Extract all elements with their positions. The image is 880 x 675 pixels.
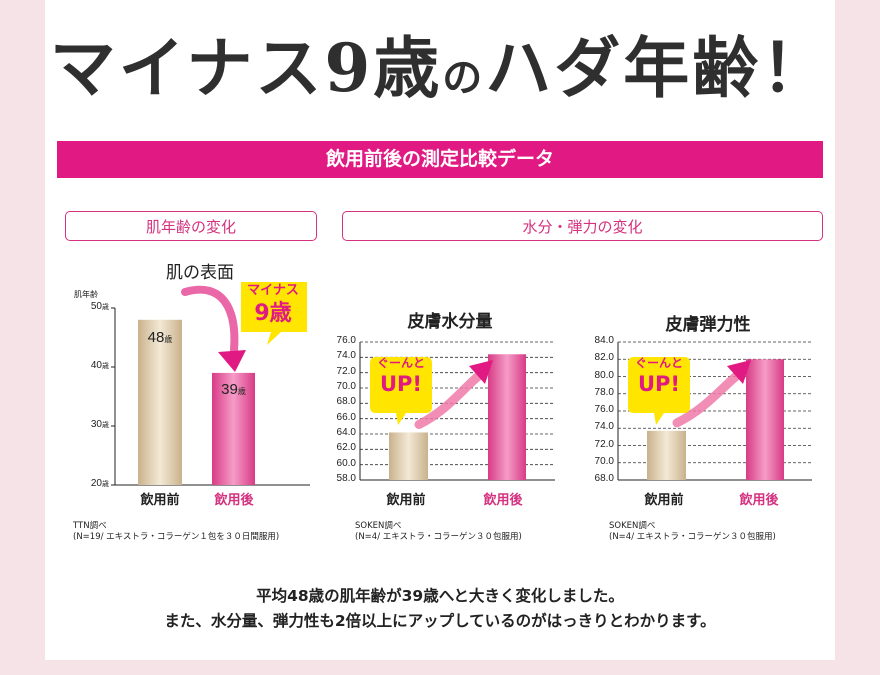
section-moisture-elasticity: 水分・弾力の変化 [342, 211, 823, 241]
moisture-y-tick-label: 68.0 [336, 396, 356, 408]
skin-age-callout-line2: 9歳 [254, 301, 292, 326]
moisture-y-tick-label: 72.0 [336, 365, 356, 377]
elasticity-y-tick-label: 68.0 [594, 473, 614, 484]
elasticity-y-tick-label: 76.0 [594, 404, 614, 415]
elasticity-y-tick-label: 72.0 [594, 438, 614, 450]
skin-age-category-before: 飲用前 [140, 493, 180, 508]
elasticity-callout-bubble [628, 357, 690, 425]
skin-age-y-label: 肌年齢 [74, 290, 98, 299]
moisture-callout-line2: UP! [379, 372, 423, 396]
moisture-callout-line1: ぐーんと [376, 356, 425, 370]
skin-age-conditions: (N=19/ エキストラ・コラーゲン１包を３０日間服用) [73, 532, 280, 542]
elasticity-bar-before [647, 430, 686, 480]
moisture-y-tick-label: 60.0 [336, 457, 356, 469]
skin-age-bar-value-label: 48歳 [148, 329, 173, 346]
moisture-chart [359, 341, 555, 481]
section-skin-age: 肌年齢の変化 [65, 211, 317, 241]
headline-particle: の [442, 54, 486, 101]
elasticity-category-before: 飲用前 [644, 493, 684, 508]
elasticity-chart-title: 皮膚弾力性 [665, 315, 751, 335]
moisture-y-tick-label: 74.0 [336, 350, 356, 362]
moisture-chart-title: 皮膚水分量 [407, 312, 493, 332]
moisture-y-tick-label: 76.0 [336, 335, 356, 346]
skin-age-chart-title: 肌の表面 [166, 263, 234, 283]
elasticity-callout-line1: ぐーんと [634, 356, 683, 370]
elasticity-y-tick-label: 80.0 [594, 369, 614, 381]
elasticity-conditions: (N=4/ エキストラ・コラーゲン３０包服用) [609, 532, 776, 542]
moisture-y-tick-label: 64.0 [336, 427, 356, 438]
moisture-source: SOKEN調べ [355, 521, 402, 531]
moisture-y-tick-label: 58.0 [336, 473, 356, 484]
moisture-category-after: 飲用後 [483, 493, 523, 508]
elasticity-category-after: 飲用後 [739, 493, 779, 508]
elasticity-y-tick-label: 84.0 [594, 335, 614, 346]
summary-line-2: また、水分量、弾力性も2倍以上にアップしているのがはっきりとわかります。 [164, 612, 716, 630]
content-panel: マイナス9歳のハダ年齢！ 飲用前後の測定比較データ 肌年齢の変化 水分・弾力の変… [45, 0, 835, 660]
headline: マイナス9歳のハダ年齢！ [45, 18, 835, 128]
elasticity-up-arrow [672, 369, 744, 428]
elasticity-callout-line2: UP! [637, 372, 681, 396]
skin-age-callout-line1: マイナス [247, 283, 299, 298]
moisture-category-before: 飲用前 [386, 493, 426, 508]
comparison-banner: 飲用前後の測定比較データ [57, 141, 823, 178]
elasticity-y-tick-label: 74.0 [594, 421, 614, 433]
skin-age-category-after: 飲用後 [214, 493, 254, 508]
elasticity-source: SOKEN調べ [609, 521, 656, 531]
moisture-conditions: (N=4/ エキストラ・コラーゲン３０包服用) [355, 532, 522, 542]
elasticity-y-tick-label: 82.0 [594, 352, 614, 364]
skin-age-y-tick-label: 40歳 [90, 360, 109, 371]
moisture-arrow-head [469, 360, 493, 384]
headline-main: マイナス9歳 [49, 29, 443, 107]
moisture-callout-bubble [370, 357, 432, 425]
skin-age-arrow-head [218, 350, 246, 372]
skin-age-y-tick-label: 30歳 [90, 419, 109, 430]
skin-age-y-tick-label: 50歳 [90, 301, 109, 312]
skin-age-bar-after [212, 372, 255, 485]
moisture-y-tick-label: 62.0 [336, 442, 356, 454]
skin-age-y-tick-label: 20歳 [90, 478, 109, 489]
skin-age-bar-value-label: 39歳 [221, 381, 246, 398]
skin-age-chart: 48歳 39歳 [111, 282, 310, 486]
summary-line-1: 平均48歳の肌年齢が39歳へと大きく変化しました。 [256, 587, 624, 605]
elasticity-bar-after [746, 359, 784, 480]
elasticity-chart [617, 341, 812, 481]
headline-mark: ！ [761, 29, 831, 107]
headline-tail: ハダ年齢 [485, 29, 762, 107]
moisture-y-tick-label: 70.0 [336, 381, 356, 392]
skin-age-down-arrow [181, 285, 239, 364]
skin-age-bar-before [138, 319, 182, 485]
moisture-y-tick-label: 66.0 [336, 411, 356, 423]
moisture-up-arrow [414, 369, 486, 429]
elasticity-arrow-head [727, 360, 751, 384]
elasticity-y-tick-label: 78.0 [594, 386, 614, 398]
skin-age-callout-bubble [241, 282, 307, 345]
elasticity-y-tick-label: 70.0 [594, 455, 614, 467]
moisture-bar-before [389, 432, 428, 480]
skin-age-source: TTN調べ [73, 521, 107, 531]
moisture-bar-after [488, 354, 526, 480]
